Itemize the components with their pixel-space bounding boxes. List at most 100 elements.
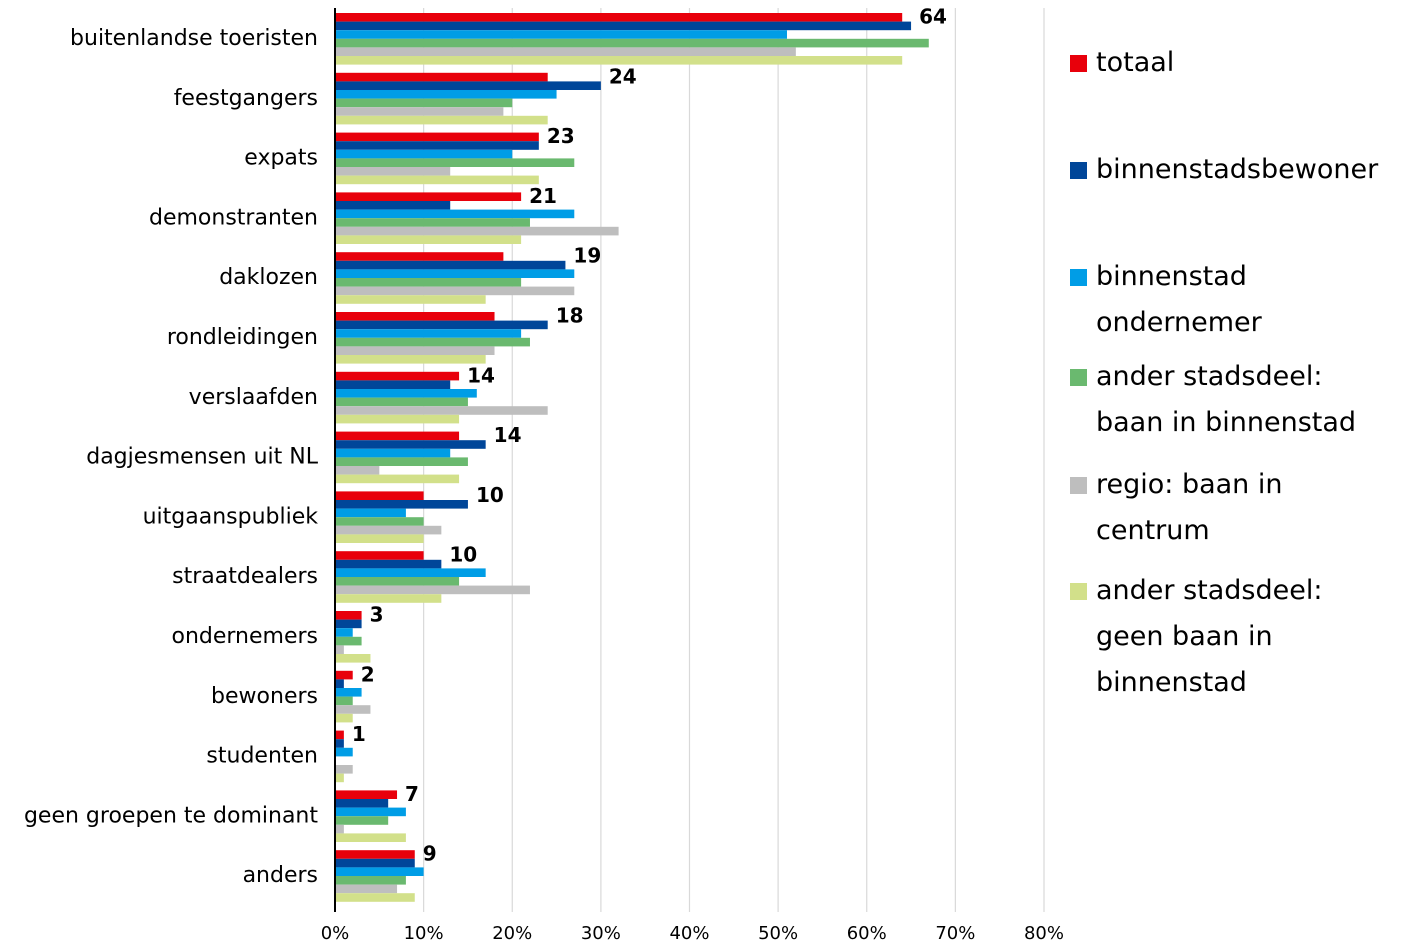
bar <box>335 790 398 799</box>
bar <box>335 252 504 261</box>
x-tick-label: 30% <box>581 923 621 944</box>
data-label: 19 <box>573 244 601 268</box>
legend-swatch <box>1070 162 1087 179</box>
bar <box>335 679 344 688</box>
bar <box>335 47 796 56</box>
bar <box>335 713 353 723</box>
bar <box>335 500 468 509</box>
bar <box>335 559 442 569</box>
data-label: 10 <box>449 543 477 567</box>
bar <box>335 175 539 185</box>
data-label: 9 <box>423 842 437 866</box>
bar <box>335 628 353 637</box>
bar <box>335 397 468 407</box>
bar <box>335 525 442 535</box>
data-label: 2 <box>361 662 375 686</box>
bar <box>335 773 344 783</box>
bar <box>335 739 344 748</box>
legend-swatch <box>1070 583 1087 600</box>
bar <box>335 132 539 142</box>
bar <box>335 167 451 176</box>
bar <box>335 380 451 389</box>
legend-label: binnenstadsbewoner <box>1096 154 1379 185</box>
bar <box>335 730 344 740</box>
data-label: 24 <box>609 64 637 88</box>
legend-item: totaal <box>1070 40 1396 86</box>
bar <box>335 371 460 381</box>
bar <box>335 312 495 321</box>
legend-label: ander stadsdeel: geen baan in binnenstad <box>1096 575 1323 698</box>
bar <box>335 474 460 484</box>
bar <box>335 149 513 159</box>
category-label: geen groepen te dominant <box>24 803 318 828</box>
bar <box>335 619 362 629</box>
x-tick-label: 60% <box>847 923 887 944</box>
legend-label: ander stadsdeel: baan in binnenstad <box>1096 361 1357 438</box>
data-label: 14 <box>467 363 495 387</box>
category-label: verslaafden <box>189 385 318 410</box>
bar <box>335 414 460 424</box>
bar <box>335 670 353 680</box>
legend-swatch <box>1070 55 1087 72</box>
legend-label: binnenstad ondernemer <box>1096 261 1262 338</box>
bar <box>335 218 530 227</box>
bar <box>335 72 548 82</box>
bar <box>335 440 486 449</box>
legend-item: binnenstad ondernemer <box>1070 254 1396 346</box>
category-label: expats <box>244 146 318 171</box>
bar <box>335 115 548 125</box>
bar <box>335 568 486 577</box>
bar <box>335 696 353 706</box>
category-label: buitenlandse toeristen <box>70 26 318 51</box>
bar <box>335 858 415 868</box>
x-tick-label: 0% <box>321 923 350 944</box>
bar <box>335 585 530 595</box>
category-label: bewoners <box>211 684 318 709</box>
data-label: 7 <box>405 782 419 806</box>
bar <box>335 355 486 364</box>
bar <box>335 491 424 500</box>
bar <box>335 269 575 278</box>
x-tick-label: 10% <box>404 923 444 944</box>
bar <box>335 705 371 714</box>
bar <box>335 551 424 560</box>
bar <box>335 389 477 398</box>
bar <box>335 56 903 65</box>
bar <box>335 611 362 620</box>
legend-item: binnenstadsbewoner <box>1070 147 1396 193</box>
bar <box>335 235 522 244</box>
bar <box>335 876 406 885</box>
legend-swatch <box>1070 369 1087 386</box>
bar <box>335 209 575 219</box>
bar <box>335 850 415 859</box>
bar <box>335 337 530 347</box>
bar <box>335 260 566 270</box>
bar <box>335 654 371 663</box>
data-label: 23 <box>547 124 575 148</box>
bar <box>335 884 398 894</box>
bar <box>335 98 513 108</box>
bar <box>335 577 460 586</box>
bar <box>335 406 548 415</box>
bar <box>335 346 495 355</box>
bar <box>335 278 522 287</box>
bar <box>335 466 380 475</box>
legend-item: ander stadsdeel: geen baan in binnenstad <box>1070 568 1396 706</box>
x-tick-label: 80% <box>1024 923 1064 944</box>
bar <box>335 594 442 603</box>
bar <box>335 81 601 90</box>
bar <box>335 141 539 150</box>
legend-item: regio: baan in centrum <box>1070 462 1396 554</box>
category-label: studenten <box>206 744 318 769</box>
legend-label: totaal <box>1096 47 1175 78</box>
bar <box>335 824 344 834</box>
bar <box>335 90 557 99</box>
bar <box>335 645 344 654</box>
bar <box>335 534 424 543</box>
legend-label: regio: baan in centrum <box>1096 469 1283 546</box>
bar <box>335 517 424 526</box>
bar <box>335 201 451 210</box>
category-label: anders <box>243 863 318 888</box>
bar <box>335 21 912 31</box>
